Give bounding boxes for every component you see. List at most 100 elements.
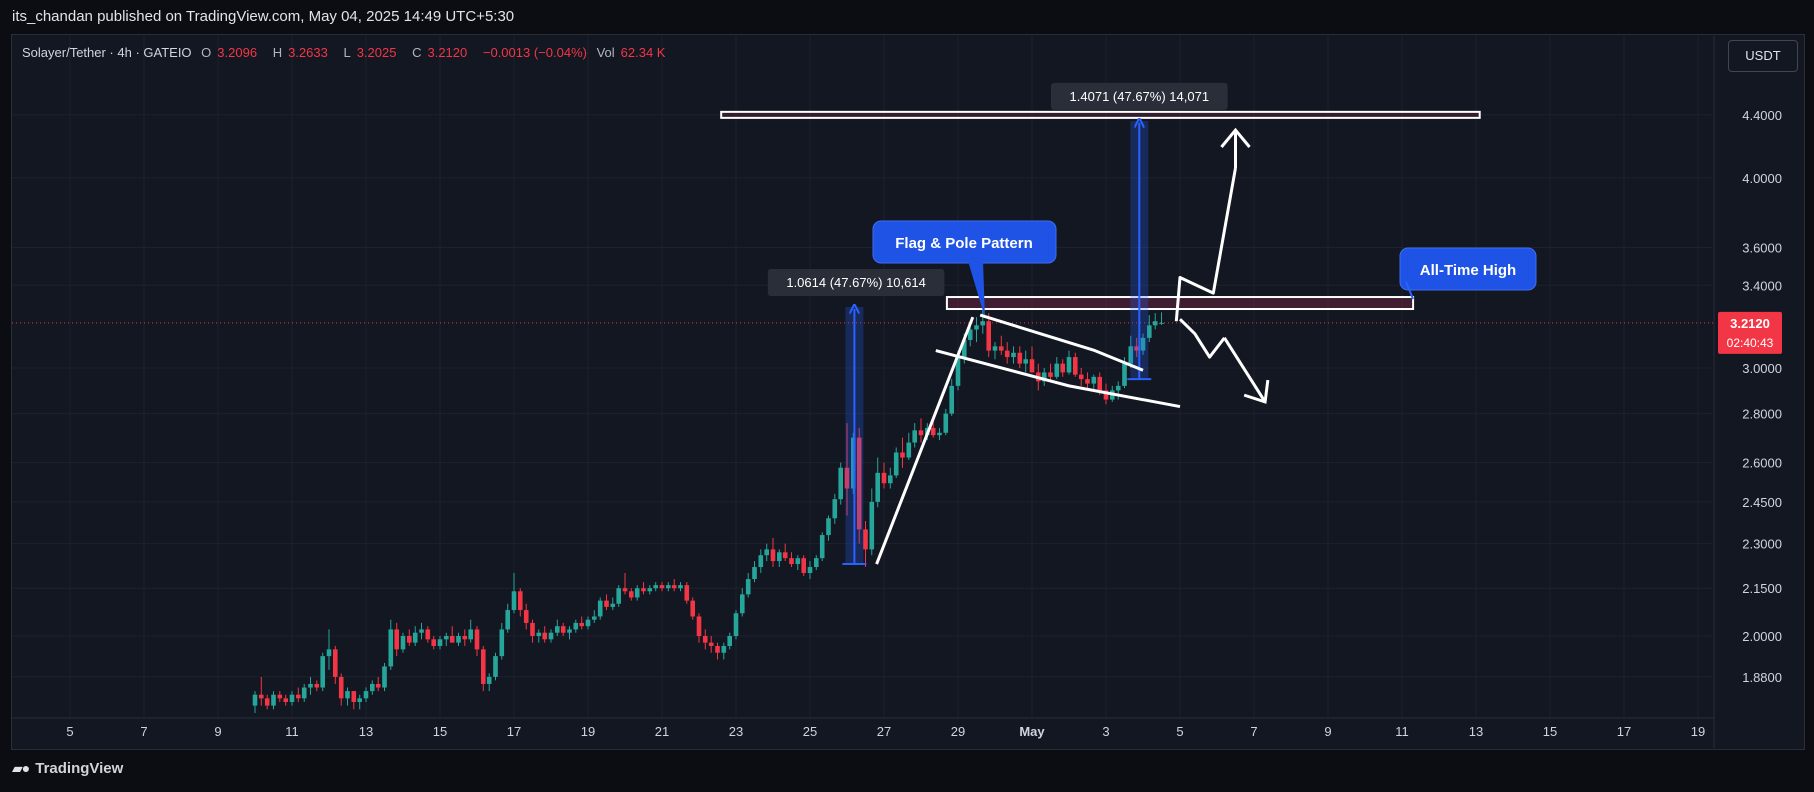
candle-body bbox=[875, 472, 881, 502]
candle-body bbox=[1060, 363, 1066, 373]
candle-body bbox=[523, 610, 529, 623]
candle-body bbox=[1152, 321, 1158, 326]
candle-body bbox=[844, 467, 850, 489]
candle-body bbox=[369, 683, 375, 692]
chart-legend: Solayer/Tether · 4h · GATEIO O 3.2096 H 3.… bbox=[22, 45, 677, 60]
time-tick-label: 21 bbox=[655, 724, 669, 739]
candle-body bbox=[789, 558, 794, 565]
volume: Vol 62.34 K bbox=[596, 45, 666, 60]
candle-body bbox=[499, 629, 505, 657]
candle-body bbox=[715, 645, 720, 653]
measure-label-bg bbox=[1051, 82, 1228, 110]
footer-brand[interactable]: ▰● TradingView bbox=[12, 760, 123, 777]
bearish-path-arrow-head bbox=[1243, 379, 1270, 404]
candle-body bbox=[511, 591, 517, 611]
candle-body bbox=[462, 636, 468, 640]
target-zone bbox=[720, 110, 1481, 119]
candle-body bbox=[696, 616, 702, 636]
ath-callout-pointer bbox=[1405, 281, 1415, 300]
candle-body bbox=[289, 694, 295, 702]
candle-body bbox=[1066, 357, 1072, 373]
ohlc-low: L 3.2025 bbox=[343, 45, 397, 60]
candle-body bbox=[702, 636, 708, 643]
candle-body bbox=[431, 639, 437, 646]
candle-body bbox=[721, 645, 727, 653]
candle-body bbox=[1146, 325, 1152, 338]
candle-body bbox=[363, 691, 369, 699]
candle-body bbox=[530, 622, 535, 636]
candle-body bbox=[536, 632, 542, 636]
current-price-tag bbox=[1718, 311, 1782, 354]
candle-body bbox=[1085, 379, 1090, 384]
bullish-path-arrow-head bbox=[1220, 127, 1251, 148]
time-tick-label: May bbox=[1019, 724, 1045, 739]
candle-body bbox=[912, 430, 918, 443]
candle-body bbox=[573, 622, 579, 630]
price-tick-label: 2.1500 bbox=[1742, 581, 1782, 596]
candle-body bbox=[893, 452, 899, 476]
chart-frame bbox=[11, 34, 1805, 750]
candle-body bbox=[678, 585, 683, 589]
candle-body bbox=[622, 588, 628, 592]
time-tick-label: 15 bbox=[1543, 724, 1557, 739]
candle-body bbox=[937, 432, 942, 436]
drawings-layer: All-Time High Flag & Pole Pattern 1.0614 (… bbox=[720, 82, 1537, 566]
candle-body bbox=[567, 629, 572, 633]
candle-body bbox=[943, 413, 949, 433]
pole-line bbox=[875, 316, 975, 565]
candle-body bbox=[1054, 363, 1060, 377]
candle-body bbox=[258, 694, 264, 699]
time-tick-label: 25 bbox=[803, 724, 817, 739]
candle-body bbox=[628, 591, 634, 598]
candle-body bbox=[419, 629, 424, 633]
candle-body bbox=[351, 691, 357, 702]
candle-body bbox=[930, 427, 936, 436]
price-tick-label: 2.4500 bbox=[1742, 495, 1782, 510]
candle-body bbox=[480, 649, 486, 684]
candle-body bbox=[647, 588, 653, 592]
flag-upper bbox=[979, 313, 1144, 372]
candle-body bbox=[585, 619, 591, 627]
flag-callout-box bbox=[872, 220, 1057, 264]
candle-body bbox=[1004, 350, 1010, 358]
time-tick-label: 19 bbox=[581, 724, 595, 739]
candle-body bbox=[548, 632, 554, 640]
time-tick-label: 13 bbox=[359, 724, 373, 739]
chart-grid bbox=[12, 36, 1715, 748]
candle-body bbox=[1140, 337, 1146, 351]
candle-body bbox=[1041, 372, 1047, 382]
candle-body bbox=[819, 535, 825, 559]
candle-body bbox=[1072, 357, 1078, 375]
candle-body bbox=[616, 588, 622, 604]
currency-button[interactable]: USDT bbox=[1728, 40, 1798, 72]
candle-body bbox=[357, 698, 363, 702]
candle-body bbox=[690, 600, 696, 617]
time-tick-label: 27 bbox=[877, 724, 891, 739]
ath-callout-label: All-Time High bbox=[1420, 262, 1516, 279]
bearish-path bbox=[1178, 318, 1226, 359]
time-tick-label: 23 bbox=[729, 724, 743, 739]
candle-body bbox=[1017, 352, 1023, 364]
candle-body bbox=[813, 558, 819, 568]
candle-body bbox=[332, 649, 338, 677]
candle-body bbox=[918, 430, 924, 436]
candle-body bbox=[887, 475, 893, 484]
candle-body bbox=[560, 626, 566, 633]
candle-body bbox=[869, 501, 875, 550]
candle-body bbox=[986, 321, 992, 351]
flag-lower bbox=[935, 349, 1181, 409]
price-tick-label: 3.6000 bbox=[1742, 240, 1782, 255]
candle-body bbox=[906, 442, 912, 458]
candle-body bbox=[967, 329, 973, 340]
candle-body bbox=[425, 629, 431, 640]
time-axis: 5 7 9 11 13 15 17 19 21 23 25 27 29 May 3 5 7 9 11 13 15 17 19 bbox=[66, 724, 1705, 739]
candle-body bbox=[1097, 376, 1103, 391]
candle-body bbox=[807, 567, 813, 574]
ath-resistance-zone bbox=[945, 296, 1415, 311]
symbol-label[interactable]: Solayer/Tether · 4h · GATEIO bbox=[22, 45, 192, 60]
candle-body bbox=[437, 639, 443, 646]
candle-body bbox=[745, 579, 751, 595]
time-tick-label: 5 bbox=[66, 724, 73, 739]
candle-body bbox=[764, 549, 770, 556]
